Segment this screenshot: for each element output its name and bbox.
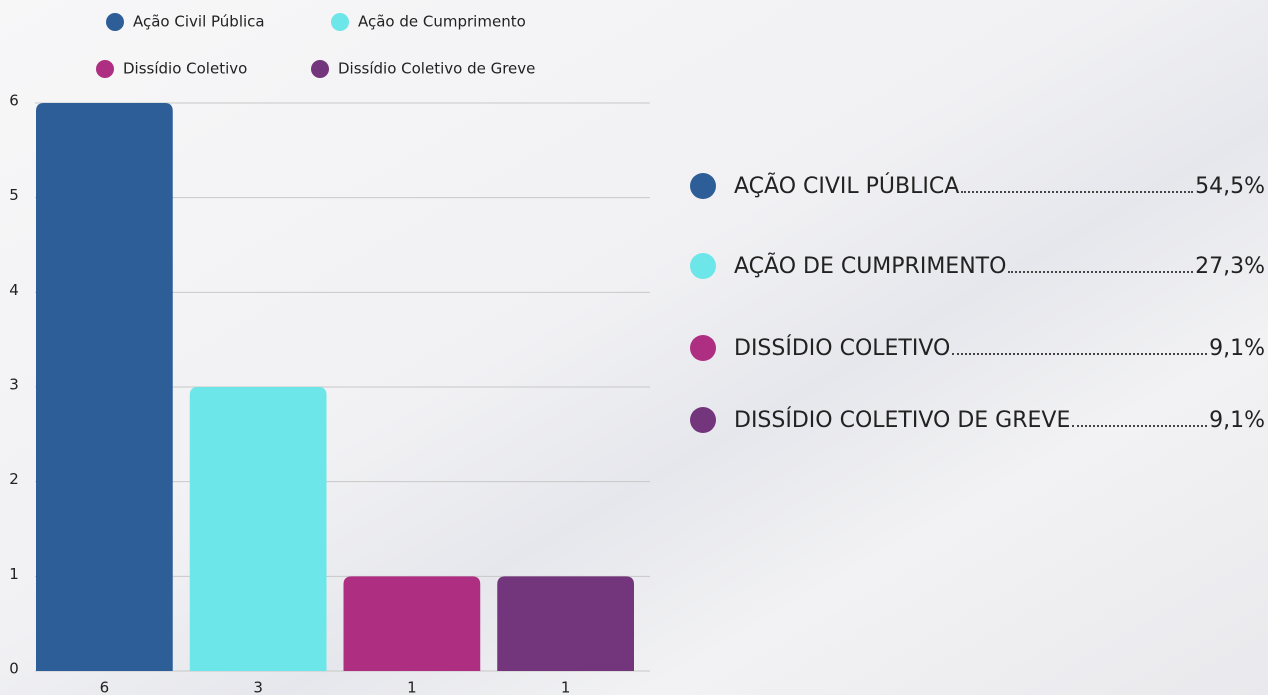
value-label: 6 (100, 679, 110, 695)
legend-swatch (96, 60, 114, 78)
value-label: 1 (561, 679, 571, 695)
share-value: 9,1% (1209, 335, 1265, 361)
share-swatch (690, 173, 716, 199)
value-label: 3 (253, 679, 263, 695)
legend-swatch (106, 13, 124, 31)
legend-label: Ação de Cumprimento (358, 13, 526, 31)
y-tick-label: 1 (9, 565, 19, 583)
y-tick-label: 2 (9, 470, 19, 488)
legend-swatch (311, 60, 329, 78)
share-swatch (690, 253, 716, 279)
share-label: AÇÃO DE CUMPRIMENTO (734, 253, 1007, 279)
dot-leader (961, 191, 1194, 193)
share-value: 9,1% (1209, 407, 1265, 433)
share-swatch (690, 407, 716, 433)
share-row: DISSÍDIO COLETIVO 9,1% (690, 333, 1265, 363)
y-tick-label: 0 (9, 660, 19, 678)
dot-leader (1008, 271, 1194, 273)
bar (343, 576, 481, 671)
value-label: 1 (407, 679, 417, 695)
y-tick-label: 5 (9, 186, 19, 204)
dot-leader (952, 353, 1208, 355)
dot-leader (1072, 425, 1208, 427)
share-row: AÇÃO CIVIL PÚBLICA 54,5% (690, 171, 1265, 201)
legend-label: Dissídio Coletivo (123, 60, 247, 78)
share-value: 27,3% (1195, 253, 1265, 279)
bar (36, 103, 173, 671)
share-row: DISSÍDIO COLETIVO DE GREVE 9,1% (690, 405, 1265, 435)
bar (189, 387, 327, 671)
share-value: 54,5% (1195, 173, 1265, 199)
share-label: AÇÃO CIVIL PÚBLICA (734, 173, 960, 199)
y-tick-label: 3 (9, 376, 19, 394)
legend-swatch (331, 13, 349, 31)
y-tick-label: 6 (9, 92, 19, 110)
y-tick-label: 4 (9, 281, 19, 299)
share-label: DISSÍDIO COLETIVO DE GREVE (734, 407, 1071, 433)
share-label: DISSÍDIO COLETIVO (734, 335, 951, 361)
legend-label: Dissídio Coletivo de Greve (338, 60, 535, 78)
legend-label: Ação Civil Pública (133, 13, 265, 31)
share-swatch (690, 335, 716, 361)
share-row: AÇÃO DE CUMPRIMENTO 27,3% (690, 251, 1265, 281)
bar (497, 576, 634, 671)
